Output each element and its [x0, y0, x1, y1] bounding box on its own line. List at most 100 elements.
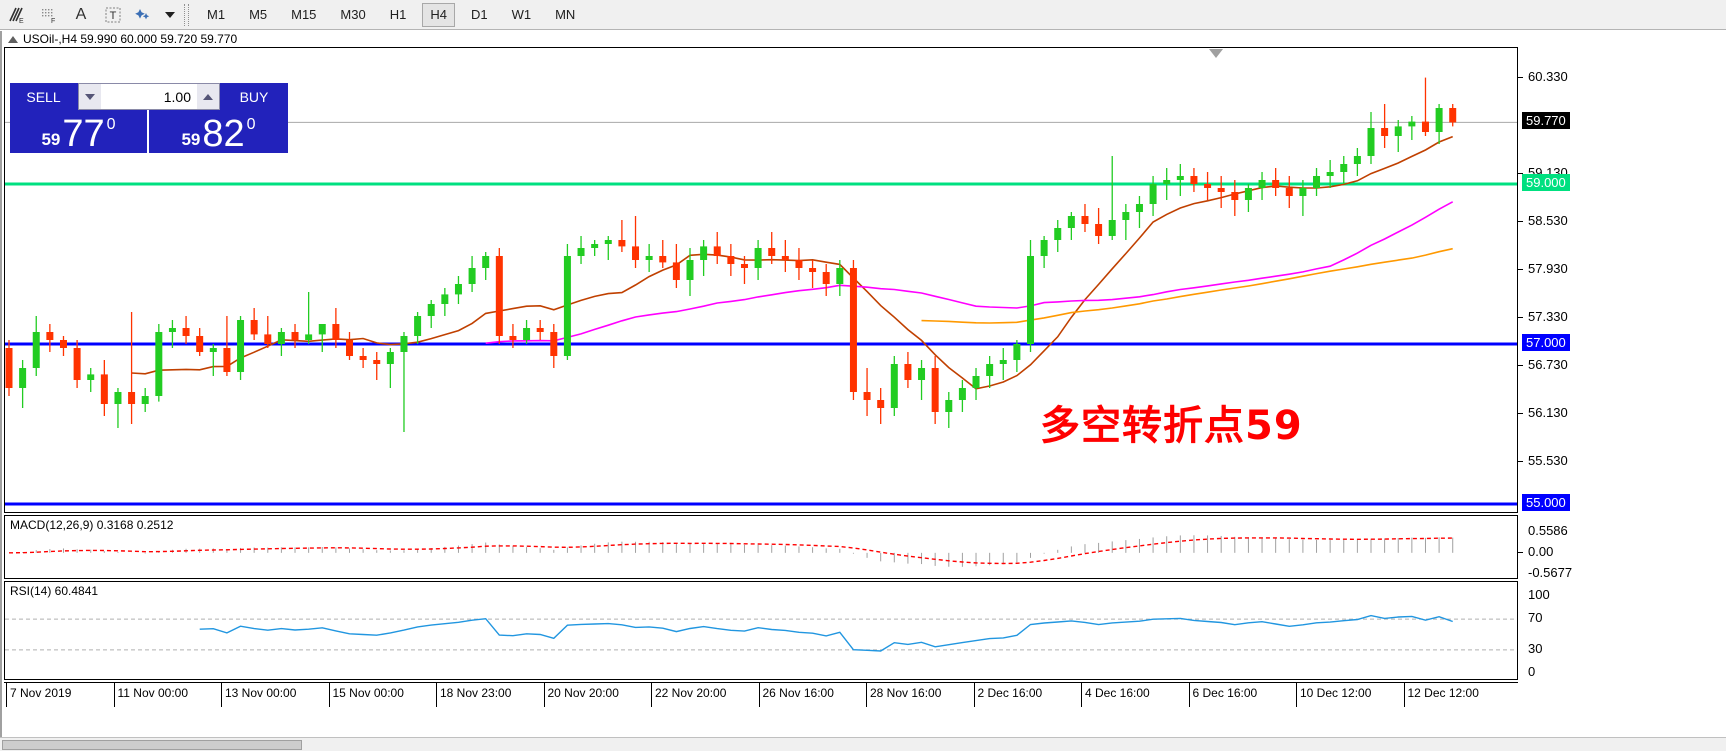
scrollbar-thumb[interactable] [2, 740, 302, 750]
sell-price-fraction: 0 [106, 116, 116, 133]
grid-icon[interactable]: F [34, 1, 64, 29]
macd-axis-tick [1518, 551, 1523, 553]
buy-price-box[interactable]: 59 82 0 [149, 110, 288, 153]
price-axis-tick [1518, 76, 1523, 78]
volume-increment-button[interactable] [197, 84, 219, 109]
price-axis-label: 56.130 [1528, 404, 1568, 420]
sell-button[interactable]: SELL [10, 83, 78, 110]
time-axis-tick [973, 683, 975, 707]
rsi-axis-label: 100 [1528, 587, 1550, 602]
objects-dropdown-caret[interactable] [162, 1, 178, 29]
price-pane[interactable] [4, 47, 1518, 513]
buy-price-fraction: 0 [246, 116, 256, 133]
main-toolbar: E F A T M1 M5 M15 [0, 0, 1726, 30]
chevron-down-icon [85, 93, 95, 100]
svg-text:E: E [19, 18, 24, 25]
symbol-info-text: USOil-,H4 59.990 60.000 59.720 59.770 [23, 32, 238, 46]
objects-icon[interactable] [130, 1, 160, 29]
time-axis-label: 2 Dec 16:00 [977, 686, 1043, 700]
sell-price-major: 77 [62, 113, 105, 153]
time-axis-tick [436, 683, 437, 707]
macd-pane[interactable]: MACD(12,26,9) 0.3168 0.2512 [4, 515, 1518, 579]
price-axis-tick [1518, 316, 1523, 318]
chart-bars-glyph: E [9, 7, 24, 25]
one-click-trading-panel[interactable]: SELL 1.00 BUY 59 77 0 59 82 0 [10, 83, 288, 153]
timeframe-m30[interactable]: M30 [340, 7, 366, 22]
level-price-badge: 55.000 [1522, 494, 1570, 511]
macd-axis-label: 0.5586 [1528, 523, 1568, 538]
timeframe-mn[interactable]: MN [555, 7, 576, 22]
volume-input[interactable]: 1.00 [101, 84, 197, 109]
chevron-down-icon [165, 11, 175, 18]
svg-text:T: T [110, 10, 117, 22]
price-axis-label: 60.330 [1528, 68, 1568, 84]
time-axis-tick [866, 683, 867, 707]
volume-stepper[interactable]: 1.00 [78, 83, 220, 110]
toolbar-separator [184, 3, 189, 26]
timeframe-d1[interactable]: D1 [470, 7, 488, 22]
price-axis-tick [1518, 172, 1523, 174]
time-axis-label: 4 Dec 16:00 [1085, 686, 1150, 700]
price-axis-label: 57.930 [1528, 260, 1568, 276]
price-axis-tick [1518, 364, 1523, 366]
time-axis-tick [1081, 683, 1082, 707]
time-axis-label: 18 Nov 23:00 [440, 686, 512, 700]
time-axis-tick [328, 683, 330, 707]
time-axis-tick [221, 683, 222, 707]
level-price-badge: 57.000 [1522, 334, 1570, 351]
time-axis-label: 10 Dec 12:00 [1300, 686, 1372, 700]
time-axis-label: 12 Dec 12:00 [1407, 686, 1479, 700]
price-axis-label: 55.530 [1528, 452, 1568, 468]
text-tool-icon[interactable]: A [75, 5, 87, 23]
time-axis-label: 15 Nov 00:00 [332, 686, 404, 700]
collapse-triangle-icon[interactable] [8, 35, 18, 43]
time-axis-label: 7 Nov 2019 [10, 686, 72, 700]
chart-window: USOil-,H4 59.990 60.000 59.720 59.770 MA… [0, 31, 1726, 751]
current-bar-marker-icon [1209, 49, 1223, 58]
price-chart-svg [5, 77, 1517, 506]
time-axis-tick [1296, 683, 1297, 707]
time-axis: 7 Nov 2019 11 Nov 00:00 13 Nov 00:00 15 Nov… [4, 682, 1518, 707]
macd-chart-svg [8, 535, 1454, 567]
buy-price-major: 82 [202, 113, 245, 153]
timeframe-w1[interactable]: W1 [511, 7, 532, 22]
macd-caption: MACD(12,26,9) 0.3168 0.2512 [10, 518, 174, 532]
macd-axis-label: -0.5677 [1528, 565, 1573, 580]
timeframe-h4[interactable]: H4 [422, 2, 455, 27]
trade-panel-price-row: 59 77 0 59 82 0 [10, 110, 288, 153]
time-axis-label: 13 Nov 00:00 [225, 686, 297, 700]
price-axis-label: 56.730 [1528, 356, 1568, 372]
volume-decrement-button[interactable] [79, 84, 101, 109]
symbol-info-bar: USOil-,H4 59.990 60.000 59.720 59.770 [4, 31, 1518, 47]
timeframe-m1[interactable]: M1 [207, 7, 226, 22]
price-axis-tick [1518, 220, 1523, 222]
grid-glyph: F [42, 8, 55, 25]
chart-bars-icon[interactable]: E [2, 1, 32, 29]
timeframe-h1[interactable]: H1 [389, 7, 407, 22]
timeframe-m5[interactable]: M5 [249, 7, 268, 22]
chevron-up-icon [203, 93, 213, 100]
horizontal-scrollbar[interactable] [0, 737, 1726, 751]
price-axis-tick [1518, 412, 1523, 414]
time-axis-tick [113, 683, 115, 707]
rsi-axis-label: 0 [1528, 664, 1536, 679]
sell-price-integer: 59 [41, 130, 61, 149]
price-axis-label: 58.530 [1528, 212, 1568, 228]
buy-button[interactable]: BUY [220, 83, 288, 110]
level-price-badge: 59.000 [1522, 174, 1570, 191]
price-axis[interactable]: 60.330 59.130 58.530 57.930 57.330 56.730 56.1… [1518, 47, 1726, 687]
objects-glyph [135, 8, 150, 19]
price-axis-tick [1518, 460, 1523, 462]
chart-annotation-text: 多空转折点59 [1040, 403, 1303, 449]
trade-panel-top-row: SELL 1.00 BUY [10, 83, 288, 110]
sell-price-box[interactable]: 59 77 0 [10, 110, 149, 153]
svg-text:F: F [51, 18, 55, 25]
macd-axis-label: 0.00 [1528, 543, 1554, 559]
text-label-glyph: T [105, 7, 121, 22]
text-label-icon[interactable]: T [98, 1, 128, 29]
rsi-pane[interactable]: RSI(14) 60.4841 [4, 581, 1518, 680]
rsi-axis-label: 30 [1528, 640, 1543, 656]
rsi-axis-label: 70 [1528, 610, 1543, 626]
time-axis-tick [1188, 683, 1190, 707]
timeframe-m15[interactable]: M15 [291, 7, 317, 22]
